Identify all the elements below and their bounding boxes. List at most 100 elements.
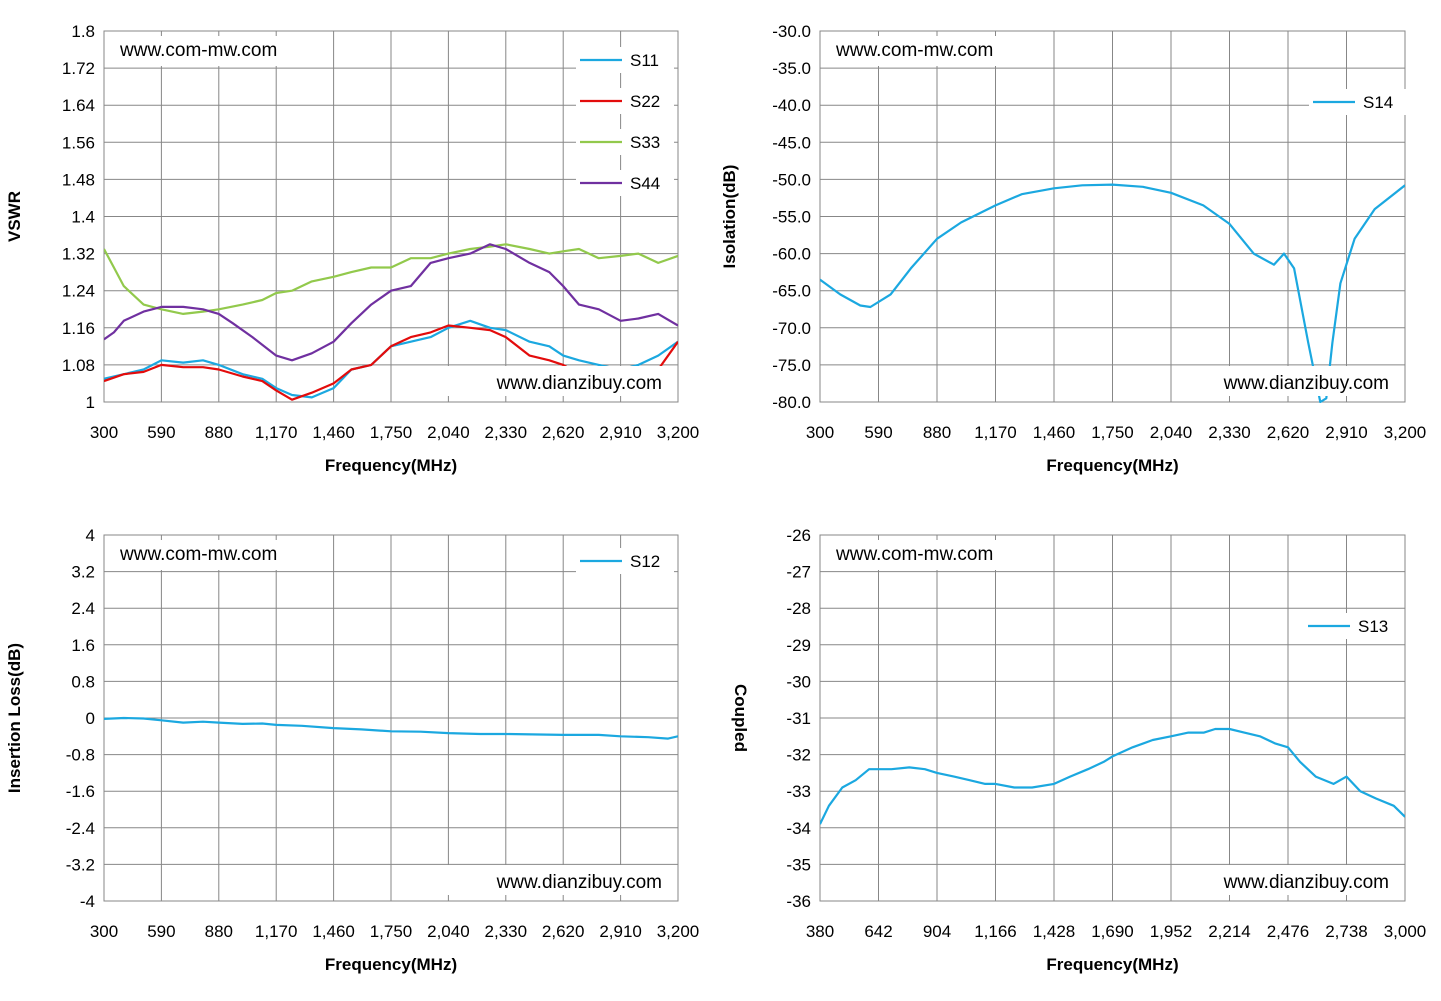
plot-frame [103, 30, 679, 403]
y-tick-label: 1.4 [71, 208, 95, 227]
series-line-s33 [104, 243, 678, 315]
y-tick-label: -28 [786, 599, 811, 618]
y-tick-label: 1.24 [62, 282, 95, 301]
watermark-bottom: www.dianzibuy.com [496, 872, 662, 893]
x-tick-label: 1,170 [255, 423, 298, 442]
x-tick-label: 2,476 [1267, 922, 1310, 941]
x-tick-label: 300 [806, 423, 834, 442]
y-tick-label: -30.0 [772, 22, 811, 41]
watermark-background [112, 36, 332, 66]
y-tick-label: -26 [786, 526, 811, 545]
series-line-s12 [104, 716, 678, 740]
y-axis-title: Coupled [731, 684, 750, 752]
y-tick-label: -45.0 [772, 133, 811, 152]
watermark-background [828, 540, 1048, 570]
x-axis-title: Frequency(MHz) [325, 955, 457, 974]
x-tick-label: 3,200 [1384, 423, 1427, 442]
y-axis-title: Insertion Loss(dB) [5, 643, 24, 793]
y-tick-label: -27 [786, 563, 811, 582]
chart-4: 380 642 904 1,166 1,428 1,690 1,952 2,214 2,476 2… [731, 526, 1426, 974]
y-tick-label: 1.6 [71, 636, 95, 655]
y-tick-label: -60.0 [772, 245, 811, 264]
x-tick-label: 1,750 [370, 922, 413, 941]
watermark-background [446, 366, 666, 396]
series-line-s13 [820, 727, 1405, 825]
watermark-top: www.com-mw.com [119, 544, 277, 565]
y-tick-label: -40.0 [772, 96, 811, 115]
watermark-background [446, 865, 666, 895]
x-tick-label: 1,952 [1150, 922, 1193, 941]
x-tick-label: 880 [205, 922, 233, 941]
y-tick-label: -65.0 [772, 282, 811, 301]
y-tick-label: -50.0 [772, 170, 811, 189]
y-tick-label: 1.48 [62, 170, 95, 189]
y-tick-label: -32 [786, 746, 811, 765]
legend-label: S44 [630, 174, 660, 193]
y-tick-label: -0.8 [66, 746, 95, 765]
x-tick-label: 3,200 [657, 423, 700, 442]
watermark-background [828, 36, 1048, 66]
y-tick-label: -70.0 [772, 319, 811, 338]
y-tick-label: -35 [786, 855, 811, 874]
x-tick-label: 3,200 [657, 922, 700, 941]
x-tick-label: 2,910 [599, 922, 642, 941]
x-axis-title: Frequency(MHz) [1046, 955, 1178, 974]
watermark-background [1173, 366, 1393, 396]
x-tick-label: 1,460 [1033, 423, 1076, 442]
watermark-background [1173, 865, 1393, 895]
x-tick-label: 2,040 [427, 423, 470, 442]
x-tick-label: 904 [923, 922, 951, 941]
x-tick-label: 2,214 [1208, 922, 1251, 941]
legend-label: S22 [630, 92, 660, 111]
y-tick-label: 1.56 [62, 133, 95, 152]
y-tick-label: 0.8 [71, 672, 95, 691]
y-tick-label: -75.0 [772, 356, 811, 375]
legend-label: S13 [1358, 617, 1388, 636]
x-tick-label: 2,330 [1208, 423, 1251, 442]
x-tick-label: 1,170 [974, 423, 1017, 442]
x-tick-label: 590 [864, 423, 892, 442]
y-tick-label: 1 [86, 393, 95, 412]
x-tick-label: 2,040 [427, 922, 470, 941]
chart-3: 300 590 880 1,170 1,460 1,750 2,040 2,330 2,620 2… [5, 526, 699, 974]
x-tick-label: 880 [205, 423, 233, 442]
y-tick-label: 4 [86, 526, 95, 545]
y-tick-label: 0 [86, 709, 95, 728]
y-tick-label: -36 [786, 892, 811, 911]
x-tick-label: 300 [90, 423, 118, 442]
x-tick-label: 2,040 [1150, 423, 1193, 442]
x-tick-label: 1,460 [312, 423, 355, 442]
y-tick-label: -33 [786, 782, 811, 801]
x-tick-label: 2,620 [542, 423, 585, 442]
x-tick-label: 2,330 [485, 922, 528, 941]
plot-frame [819, 534, 1406, 902]
y-tick-label: -35.0 [772, 59, 811, 78]
y-tick-label: -31 [786, 709, 811, 728]
y-tick-label: -2.4 [66, 819, 95, 838]
legend-label: S14 [1363, 93, 1393, 112]
x-tick-label: 2,330 [485, 423, 528, 442]
legend-label: S33 [630, 133, 660, 152]
chart-2: 300 590 880 1,170 1,460 1,750 2,040 2,330 2,620 2… [720, 22, 1426, 475]
y-axis-title: Isolation(dB) [720, 165, 739, 269]
x-tick-label: 2,910 [599, 423, 642, 442]
x-tick-label: 642 [864, 922, 892, 941]
x-tick-label: 2,620 [542, 922, 585, 941]
y-tick-label: -1.6 [66, 782, 95, 801]
x-tick-label: 1,690 [1091, 922, 1134, 941]
legend-label: S12 [630, 552, 660, 571]
watermark-bottom: www.dianzibuy.com [1223, 872, 1389, 893]
watermark-bottom: www.dianzibuy.com [496, 373, 662, 394]
x-tick-label: 3,000 [1384, 922, 1427, 941]
y-tick-label: 1.8 [71, 22, 95, 41]
plot-frame [819, 30, 1406, 403]
x-tick-label: 2,738 [1325, 922, 1368, 941]
y-tick-label: -4 [80, 892, 95, 911]
x-tick-label: 1,428 [1033, 922, 1076, 941]
x-tick-label: 1,750 [370, 423, 413, 442]
x-tick-label: 1,170 [255, 922, 298, 941]
y-tick-label: 1.08 [62, 356, 95, 375]
y-axis-title: VSWR [5, 191, 24, 242]
x-tick-label: 380 [806, 922, 834, 941]
